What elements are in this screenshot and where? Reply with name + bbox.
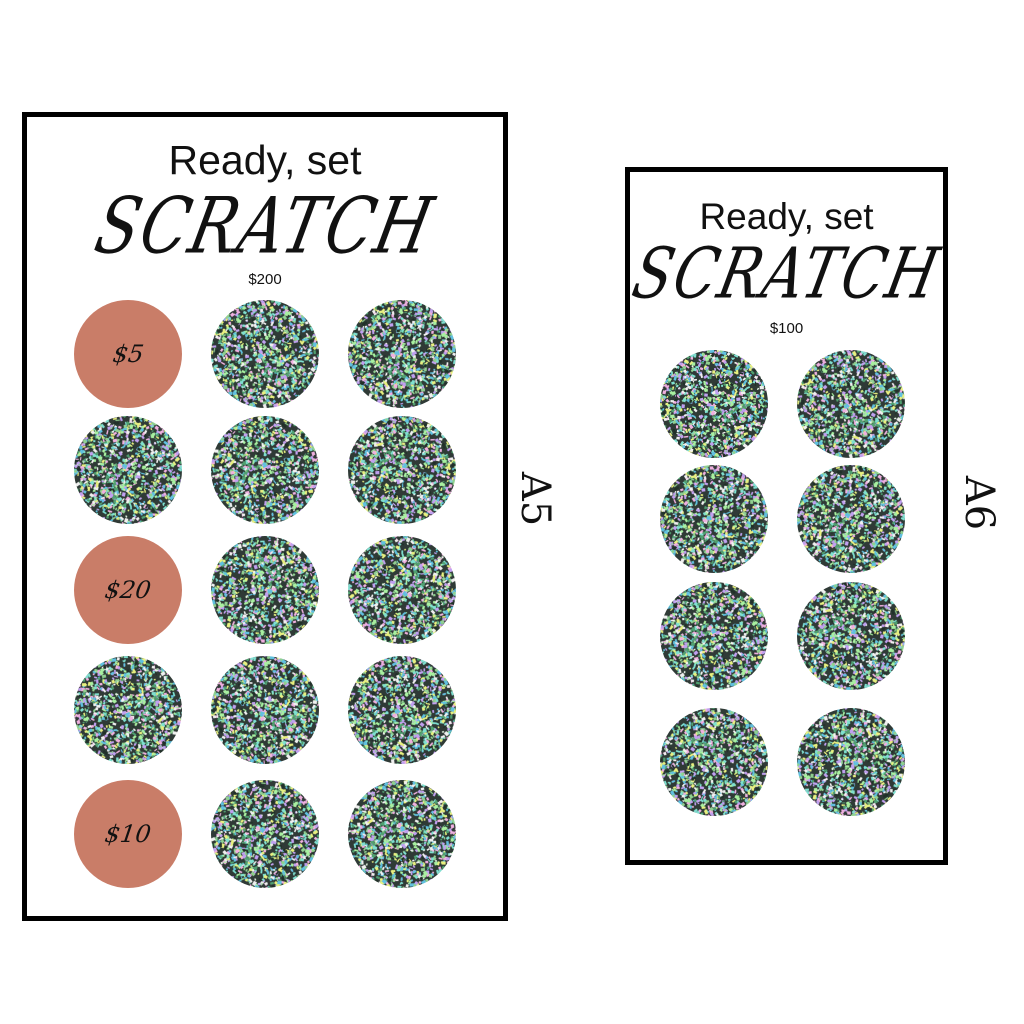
scratch-circle[interactable] — [211, 780, 319, 888]
glitter-texture — [660, 708, 768, 816]
glitter-texture — [660, 350, 768, 458]
scratch-circle[interactable] — [797, 708, 905, 816]
prize-value: $10 — [103, 820, 153, 848]
scratch-circle[interactable] — [797, 350, 905, 458]
revealed-prize-circle[interactable]: $10 — [74, 780, 182, 888]
glitter-texture — [797, 465, 905, 573]
a5-scratch-card: Ready, set SCRATCH $200 $5 $20 $10 — [22, 112, 508, 921]
glitter-texture — [348, 416, 456, 524]
scratch-circle[interactable] — [74, 416, 182, 524]
glitter-texture — [211, 300, 319, 408]
card-amount: $200 — [248, 271, 282, 288]
glitter-texture — [348, 656, 456, 764]
scratch-circle[interactable] — [660, 582, 768, 690]
prize-value: $20 — [103, 576, 153, 604]
glitter-texture — [211, 536, 319, 644]
scratch-circle[interactable] — [74, 656, 182, 764]
scratch-circle[interactable] — [660, 350, 768, 458]
scratch-circle[interactable] — [660, 708, 768, 816]
glitter-texture — [211, 780, 319, 888]
a6-scratch-card: Ready, set SCRATCH $100 — [625, 167, 948, 865]
size-label-a6: A6 — [956, 475, 1003, 531]
scratch-circle[interactable] — [348, 536, 456, 644]
glitter-texture — [74, 656, 182, 764]
scratch-circle[interactable] — [660, 465, 768, 573]
glitter-texture — [797, 582, 905, 690]
card-script-title: SCRATCH — [87, 179, 443, 272]
scratch-circle[interactable] — [211, 536, 319, 644]
glitter-texture — [797, 350, 905, 458]
revealed-prize-circle[interactable]: $5 — [74, 300, 182, 408]
scratch-circle[interactable] — [797, 465, 905, 573]
card-title: Ready, set — [168, 137, 362, 183]
glitter-texture — [797, 708, 905, 816]
glitter-texture — [660, 582, 768, 690]
scratch-circle[interactable] — [797, 582, 905, 690]
glitter-texture — [211, 416, 319, 524]
glitter-texture — [348, 780, 456, 888]
scratch-circle[interactable] — [211, 656, 319, 764]
glitter-texture — [348, 536, 456, 644]
glitter-texture — [211, 656, 319, 764]
revealed-prize-circle[interactable]: $20 — [74, 536, 182, 644]
card-script-title: SCRATCH — [625, 233, 948, 316]
glitter-texture — [348, 300, 456, 408]
scratch-circle[interactable] — [211, 300, 319, 408]
scratch-circle[interactable] — [348, 656, 456, 764]
scratch-circle[interactable] — [211, 416, 319, 524]
scratch-circle[interactable] — [348, 780, 456, 888]
size-label-a5: A5 — [512, 471, 559, 527]
scratch-circle[interactable] — [348, 300, 456, 408]
glitter-texture — [660, 465, 768, 573]
scratch-circle[interactable] — [348, 416, 456, 524]
card-title: Ready, set — [699, 196, 874, 237]
card-amount: $100 — [769, 320, 804, 337]
prize-value: $5 — [110, 340, 146, 368]
glitter-texture — [74, 416, 182, 524]
